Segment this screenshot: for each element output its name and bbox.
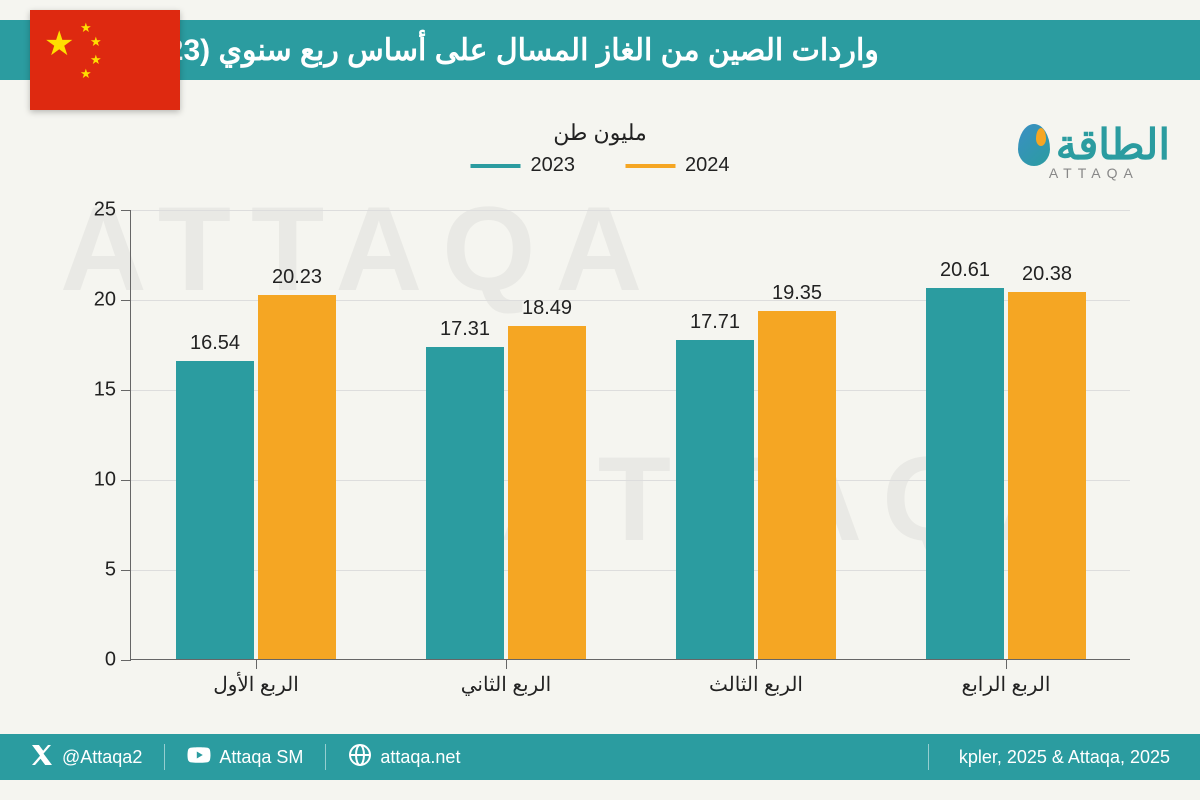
y-tick [121,210,131,211]
bar [926,288,1004,659]
bar-value-label: 16.54 [190,332,240,355]
y-tick [121,660,131,661]
y-tick-label: 20 [76,289,116,312]
y-tick-label: 0 [76,649,116,672]
gridline [131,210,1130,211]
social-link[interactable]: @Attaqa2 [30,743,142,772]
legend-label: 2023 [531,154,576,177]
y-axis-unit: مليون طن [471,120,730,146]
bar [758,311,836,659]
x-tick [1006,659,1007,669]
drop-icon [1018,124,1050,166]
footer-separator [164,744,165,770]
legend-label: 2024 [685,154,730,177]
bar-value-label: 20.38 [1022,263,1072,286]
globe-icon [348,743,372,772]
bar-value-label: 20.61 [940,259,990,282]
legend-swatch [625,164,675,168]
youtube-icon [187,743,211,772]
bar [1008,292,1086,659]
bar [176,361,254,659]
footer-bar: @Attaqa2 Attaqa SM attaqa.net kpler, 2025 … [0,734,1200,780]
y-tick [121,390,131,391]
y-tick [121,480,131,481]
legend: مليون طن 2023 2024 [471,120,730,177]
brand-logo: الطاقة ATTAQA [1018,120,1170,181]
legend-item: 2023 [471,154,576,177]
y-tick-label: 10 [76,469,116,492]
bar [258,295,336,659]
social-handle: Attaqa SM [219,747,303,768]
bar-chart: 0510152025الربع الأول16.5420.23الربع الث… [130,210,1130,700]
footer-separator [325,744,326,770]
social-link[interactable]: Attaqa SM [187,743,303,772]
bar-value-label: 17.31 [440,318,490,341]
y-tick-label: 15 [76,379,116,402]
y-tick-label: 25 [76,199,116,222]
bar [508,326,586,659]
x-icon [30,743,54,772]
bar [426,347,504,659]
bar-value-label: 17.71 [690,311,740,334]
x-tick-label: الربع الرابع [962,672,1051,697]
y-tick-label: 5 [76,559,116,582]
data-source: kpler, 2025 & Attaqa, 2025 [959,747,1170,768]
social-link[interactable]: attaqa.net [348,743,460,772]
x-tick [256,659,257,669]
bar-value-label: 18.49 [522,297,572,320]
x-tick [506,659,507,669]
bar-value-label: 19.35 [772,282,822,305]
header-bar: واردات الصين من الغاز المسال على أساس رب… [0,20,1200,80]
social-handle: @Attaqa2 [62,747,142,768]
bar-value-label: 20.23 [272,266,322,289]
x-tick-label: الربع الأول [213,672,299,697]
legend-swatch [471,164,521,168]
brand-name-ar: الطاقة [1056,120,1170,169]
x-tick [756,659,757,669]
bar [676,340,754,659]
social-handle: attaqa.net [380,747,460,768]
x-tick-label: الربع الثاني [461,672,551,697]
y-tick [121,300,131,301]
y-tick [121,570,131,571]
legend-item: 2024 [625,154,730,177]
x-tick-label: الربع الثالث [709,672,803,697]
china-flag-icon: ★ ★ ★ ★ ★ [30,10,180,110]
